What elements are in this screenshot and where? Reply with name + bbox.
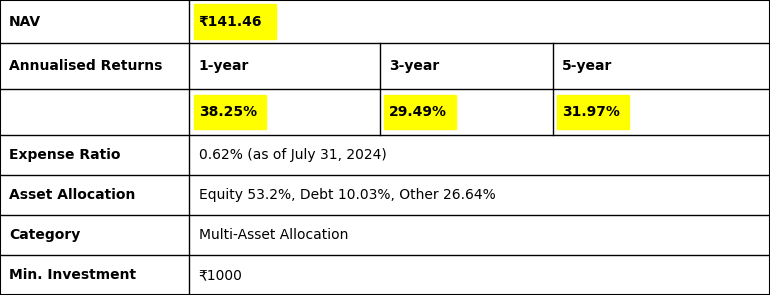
Bar [194,4,276,39]
Bar [194,95,266,130]
Text: 29.49%: 29.49% [389,105,447,119]
Text: Multi-Asset Allocation: Multi-Asset Allocation [199,228,348,242]
Text: Category: Category [9,228,81,242]
Text: NAV: NAV [9,14,42,29]
Text: 38.25%: 38.25% [199,105,256,119]
Text: Asset Allocation: Asset Allocation [9,188,136,202]
Text: Equity 53.2%, Debt 10.03%, Other 26.64%: Equity 53.2%, Debt 10.03%, Other 26.64% [199,188,495,202]
Bar [384,95,456,130]
Bar [557,95,629,130]
Text: 1-year: 1-year [199,59,249,73]
Text: Annualised Returns: Annualised Returns [9,59,162,73]
Text: Min. Investment: Min. Investment [9,268,136,282]
Text: Expense Ratio: Expense Ratio [9,148,121,162]
Text: 0.62% (as of July 31, 2024): 0.62% (as of July 31, 2024) [199,148,387,162]
Text: 3-year: 3-year [389,59,439,73]
Text: ₹141.46: ₹141.46 [199,14,262,29]
Text: 31.97%: 31.97% [562,105,620,119]
Text: 5-year: 5-year [562,59,612,73]
Text: ₹1000: ₹1000 [199,268,243,282]
